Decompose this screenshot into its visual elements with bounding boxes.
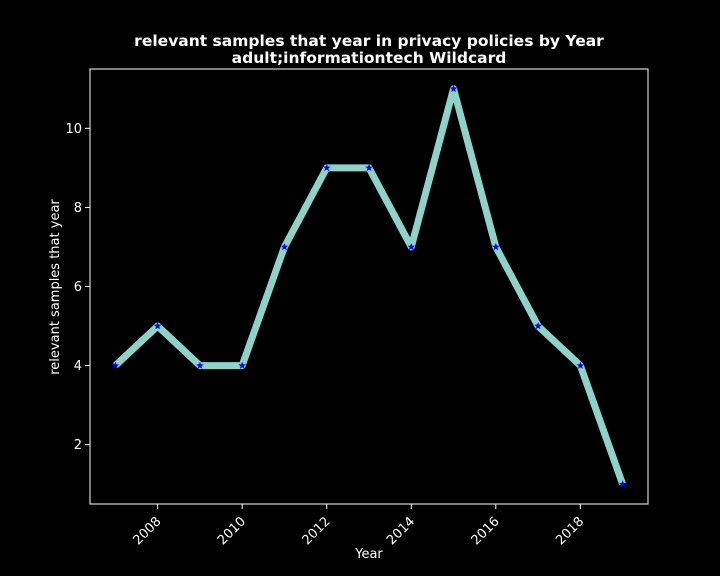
data-point <box>618 480 627 488</box>
x-tick-label: 2008 <box>130 514 164 548</box>
x-tick-label: 2014 <box>384 514 418 548</box>
data-point <box>492 242 500 251</box>
data-point <box>111 361 120 369</box>
y-tick-label: 2 <box>74 438 82 453</box>
data-point <box>153 322 162 330</box>
data-point <box>280 242 289 251</box>
series-group <box>111 84 627 488</box>
x-tick-label: 2010 <box>215 514 249 548</box>
x-tick-label: 2012 <box>300 514 334 548</box>
y-tick-label: 6 <box>74 280 82 295</box>
chart-title-line-2: adult;informationtech Wildcard <box>232 49 507 67</box>
chart-title-line-1: relevant samples that year in privacy po… <box>134 32 604 50</box>
data-point <box>238 361 246 369</box>
data-point <box>322 163 331 172</box>
data-point <box>576 361 585 369</box>
y-tick-label: 10 <box>65 122 82 137</box>
plot-frame <box>89 68 649 505</box>
x-axis-label: Year <box>354 547 383 562</box>
data-point <box>196 361 204 369</box>
y-tick-label: 4 <box>74 359 82 374</box>
x-tick-label: 2016 <box>469 514 503 548</box>
y-tick-label: 8 <box>74 201 82 216</box>
y-axis-label: relevant samples that year <box>48 199 63 375</box>
series-line <box>112 85 626 486</box>
data-point <box>534 322 542 330</box>
data-point <box>407 242 416 251</box>
y-axis-ticks: 2 4 6 8 10 <box>65 122 90 453</box>
x-axis-ticks: 2008 2010 2012 2014 2016 2018 <box>130 504 587 548</box>
data-point <box>365 163 373 172</box>
x-tick-label: 2018 <box>553 514 587 548</box>
data-point <box>449 84 458 93</box>
